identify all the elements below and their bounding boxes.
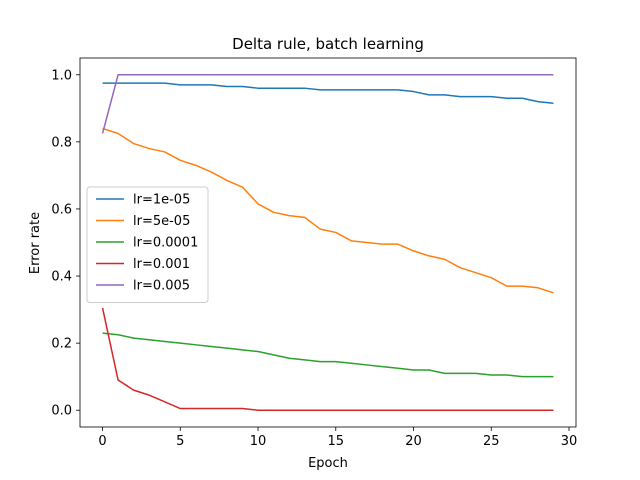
series-line-1 (102, 127, 554, 294)
x-tick-label: 30 (561, 434, 578, 449)
x-axis-label: Epoch (308, 456, 348, 471)
plot-area: 0 5 10 15 20 25 30 0.0 0.2 0.4 0.6 0.8 1.0 lr=1e-05 lr… (51, 57, 578, 449)
legend-box (86, 186, 209, 303)
y-tick-label: 0.4 (51, 270, 72, 285)
legend-label-0: lr=1e-05 (133, 193, 190, 208)
series-line-4 (101, 74, 554, 134)
legend-label-2: lr=0.0001 (133, 236, 198, 251)
x-tick-label: 10 (250, 434, 267, 449)
y-tick-label: 1.0 (51, 68, 72, 83)
x-tick-label: 0 (98, 434, 106, 449)
y-tick-label: 0.0 (51, 404, 72, 419)
x-tick-label: 25 (483, 434, 500, 449)
y-axis-label: Error rate (28, 212, 43, 274)
series-line-3 (101, 307, 554, 411)
legend-label-1: lr=5e-05 (133, 214, 190, 229)
x-tick-label: 5 (176, 434, 184, 449)
series-line-2 (102, 332, 554, 378)
legend-label-4: lr=0.005 (133, 279, 190, 294)
plot-frame (79, 57, 577, 428)
chart-title: Delta rule, batch learning (232, 35, 424, 53)
x-tick-label: 20 (405, 434, 422, 449)
x-tick-label: 15 (328, 434, 345, 449)
legend-label-3: lr=0.001 (133, 257, 190, 272)
y-tick-label: 0.2 (51, 337, 72, 352)
y-tick-label: 0.8 (51, 135, 72, 150)
y-tick-label: 0.6 (51, 202, 72, 217)
series-line-0 (102, 82, 554, 105)
